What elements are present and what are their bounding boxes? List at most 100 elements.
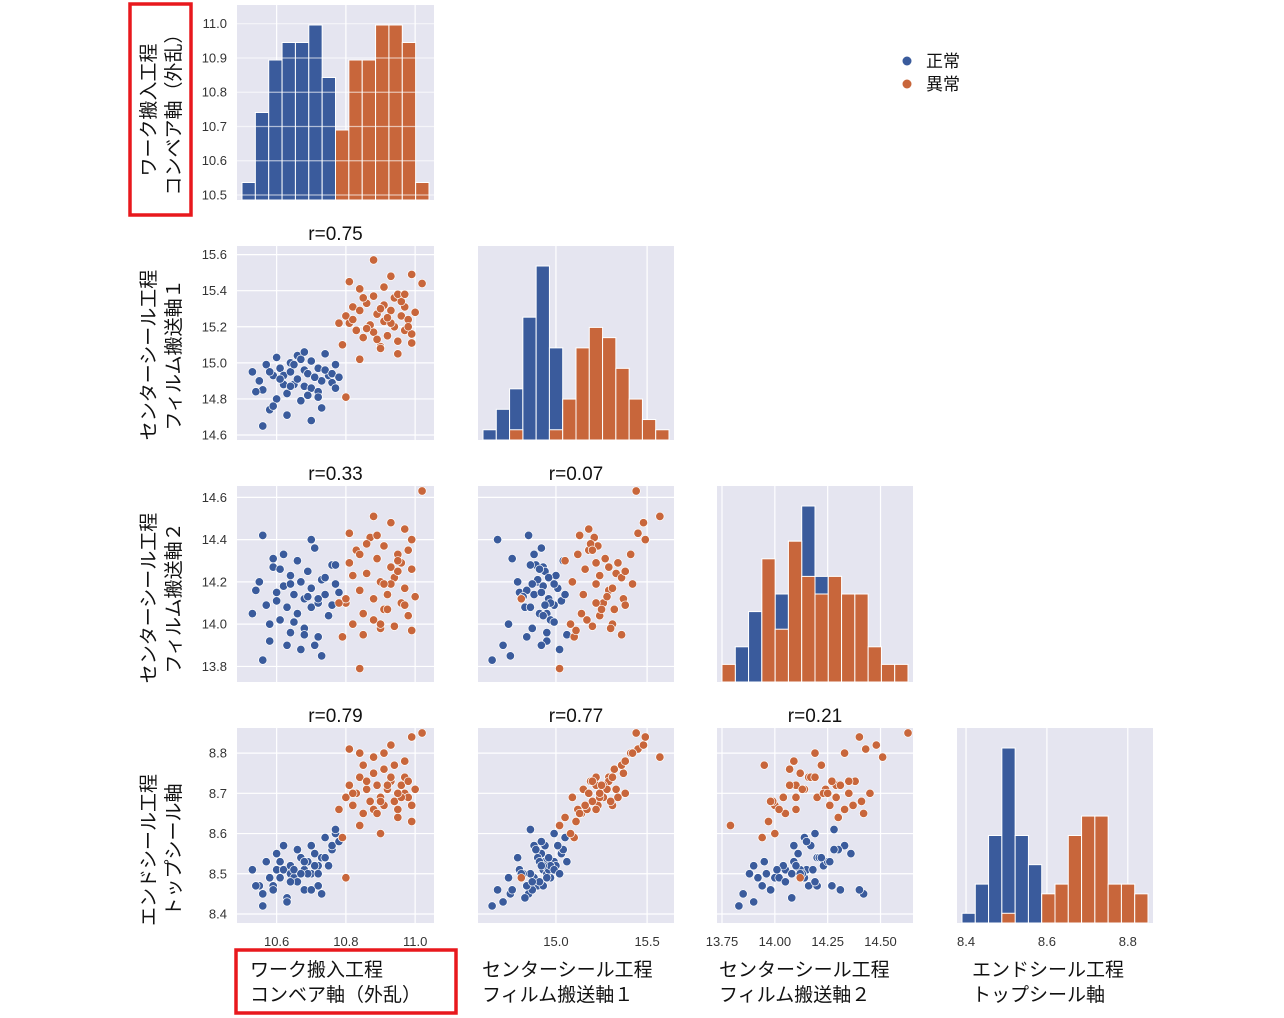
scatter-point-anomaly	[355, 284, 365, 294]
scatter-point-anomaly	[766, 796, 776, 806]
scatter-point-anomaly	[369, 768, 379, 778]
scatter-point-normal	[299, 630, 309, 640]
scatter-point-normal	[753, 873, 763, 883]
scatter-point-normal	[810, 877, 820, 887]
scatter-point-anomaly	[859, 808, 869, 818]
scatter-point-normal	[285, 877, 296, 887]
scatter-point-anomaly	[607, 772, 618, 782]
scatter-point-anomaly	[825, 800, 835, 810]
scatter-point-anomaly	[604, 562, 614, 572]
x-label-0-line1: ワーク搬入工程	[250, 959, 383, 981]
scatter-point-anomaly	[903, 728, 913, 738]
scatter-point-anomaly	[358, 609, 368, 619]
scatter-point-normal	[296, 577, 306, 587]
histogram-bar-anomaly	[348, 59, 363, 201]
scatter-point-normal	[289, 865, 299, 875]
scatter-point-normal	[292, 556, 302, 566]
scatter-point-anomaly	[400, 289, 410, 299]
scatter-point-anomaly	[379, 579, 389, 589]
scatter-point-anomaly	[407, 329, 417, 339]
scatter-point-normal	[258, 530, 268, 540]
scatter-point-normal	[513, 577, 523, 587]
scatter-point-anomaly	[595, 788, 605, 798]
scatter-point-normal	[330, 579, 341, 589]
scatter-point-anomaly	[369, 511, 379, 521]
scatter-point-anomaly	[848, 800, 858, 810]
y-label-0-line2: コンベア軸（外乱）	[163, 24, 185, 195]
scatter-point-anomaly	[861, 744, 871, 754]
scatter-point-anomaly	[587, 776, 597, 786]
scatter-point-anomaly	[344, 744, 354, 754]
scatter-point-anomaly	[757, 833, 767, 843]
histogram-bar-anomaly	[1120, 883, 1136, 924]
y-tick-label: 14.4	[202, 532, 227, 547]
y-label-1-line1: センターシール工程	[138, 270, 160, 441]
scatter-point-normal	[810, 828, 820, 839]
x-tick-label: 8.8	[1119, 934, 1137, 949]
scatter-point-anomaly	[355, 549, 365, 559]
y-tick-label: 15.4	[202, 283, 227, 298]
scatter-point-normal	[542, 628, 552, 638]
scatter-point-anomaly	[555, 663, 565, 674]
scatter-point-anomaly	[358, 760, 368, 770]
y-label-3-line1: エンドシール工程	[138, 774, 160, 926]
scatter-point-normal	[279, 865, 289, 875]
scatter-point-anomaly	[595, 570, 605, 581]
scatter-point-normal	[562, 857, 572, 867]
scatter-point-anomaly	[602, 592, 612, 602]
legend: 正常 異常	[902, 52, 960, 95]
y-axis-label-1: センターシール工程 フィルム搬送軸１	[138, 270, 185, 441]
scatter-point-anomaly	[575, 530, 585, 540]
scatter-point-normal	[254, 577, 264, 587]
scatter-point-normal	[555, 869, 565, 879]
scatter-point-anomaly	[355, 354, 365, 364]
scatter-point-anomaly	[348, 788, 358, 798]
x-tick-label: 11.0	[403, 934, 427, 949]
scatter-point-anomaly	[578, 590, 588, 600]
scatter-point-anomaly	[560, 556, 570, 566]
histogram-bar-normal	[294, 42, 310, 201]
scatter-point-anomaly	[571, 816, 581, 827]
scatter-point-normal	[292, 845, 302, 855]
scatter-point-anomaly	[344, 558, 354, 568]
scatter-point-normal	[544, 573, 554, 583]
scatter-point-anomaly	[580, 564, 590, 574]
scatter-point-normal	[549, 617, 559, 627]
histogram-bar-anomaly	[655, 429, 670, 441]
scatter-point-normal	[258, 421, 268, 431]
histogram-bar-anomaly	[761, 558, 776, 683]
scatter-point-anomaly	[627, 579, 638, 589]
scatter-point-normal	[258, 889, 268, 899]
scatter-point-anomaly	[403, 322, 413, 332]
histogram-bar-anomaly	[335, 129, 350, 201]
scatter-point-anomaly	[617, 630, 627, 640]
scatter-point-anomaly	[358, 808, 368, 818]
x-label-3-line1: エンドシール工程	[972, 959, 1124, 981]
scatter-point-normal	[268, 554, 278, 564]
scatter-point-anomaly	[565, 619, 576, 629]
scatter-point-anomaly	[797, 784, 807, 794]
scatter-point-normal	[310, 849, 320, 859]
scatter-point-anomaly	[379, 748, 389, 758]
histogram-bar-normal	[1027, 864, 1043, 924]
scatter-point-normal	[544, 853, 554, 863]
panel-2-1	[478, 486, 674, 682]
scatter-point-anomaly	[358, 333, 368, 343]
scatter-point-normal	[840, 841, 850, 851]
histogram-bar-anomaly	[1067, 835, 1083, 924]
scatter-point-anomaly	[358, 293, 368, 303]
scatter-point-anomaly	[369, 594, 379, 604]
x-tick-label: 8.4	[957, 934, 975, 949]
scatter-point-normal	[829, 824, 839, 835]
x-tick-label: 15.5	[634, 934, 659, 949]
panel-2-0	[237, 486, 434, 682]
scatter-point-normal	[734, 901, 744, 911]
x-tick-label: 14.25	[811, 934, 844, 949]
scatter-point-anomaly	[633, 528, 643, 538]
scatter-point-anomaly	[626, 549, 636, 559]
scatter-point-anomaly	[369, 291, 379, 301]
scatter-point-normal	[251, 387, 261, 397]
scatter-point-normal	[292, 374, 302, 384]
y-tick-label: 10.7	[202, 119, 227, 134]
scatter-point-anomaly	[854, 732, 864, 742]
